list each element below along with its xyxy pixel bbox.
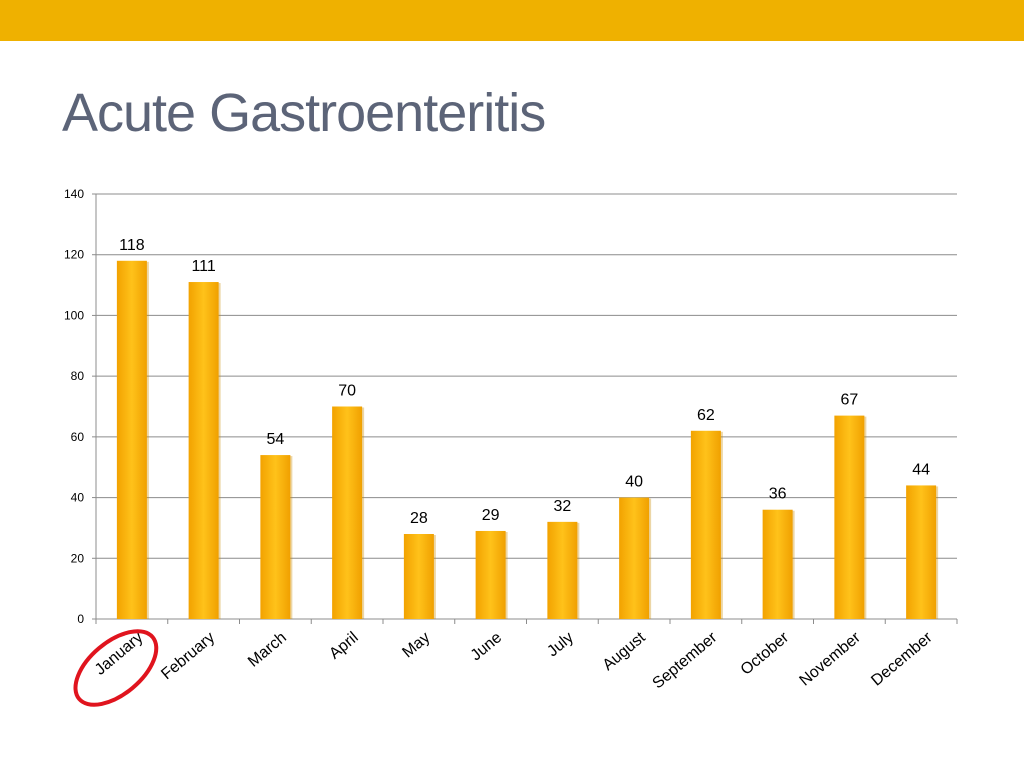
bar-june [475,530,506,619]
data-label: 44 [912,461,930,478]
bars [116,260,939,619]
bar-september [690,430,721,619]
x-tick-label: February [158,629,218,683]
y-tick-label: 20 [71,551,85,565]
data-label: 70 [338,383,356,400]
x-tick-label: December [868,629,936,690]
x-tick-label: March [245,629,290,671]
bar-february [188,282,219,619]
x-tick-label: November [796,629,864,690]
bar-august [619,497,650,619]
y-tick-label: 140 [64,187,84,201]
highlight-circle [73,629,159,707]
data-label: 118 [119,237,145,254]
bar-april [332,406,363,619]
bar-december [906,485,937,619]
y-tick-label: 100 [64,308,84,322]
bar-november [834,415,865,619]
data-label: 36 [769,486,787,503]
data-label: 111 [191,258,215,275]
x-tick-label: October [738,629,793,679]
x-tick-label: June [468,629,506,664]
x-tick-label: August [600,629,650,674]
bar-october [762,509,793,619]
axes [92,193,958,624]
x-tick-label: July [544,629,577,660]
y-tick-label: 60 [71,430,85,444]
data-label: 32 [553,498,571,515]
slide-title: Acute Gastroenteritis [62,83,546,143]
y-tick-label: 40 [71,491,85,505]
x-tick-labels: January February March April May June July Augu… [92,629,936,693]
highlight-annotation [73,629,159,707]
y-tick-label: 80 [71,369,85,383]
data-label: 62 [697,407,715,424]
data-labels: 118 111 54 70 28 29 32 40 62 36 67 44 [119,237,930,527]
bar-january [116,260,147,619]
bar-march [260,455,291,619]
x-tick-label: May [399,629,433,661]
gridlines [96,193,957,620]
data-label: 40 [625,474,643,491]
y-tick-label: 0 [77,612,84,626]
y-tick-labels: 0 20 40 60 80 100 120 140 [64,187,84,626]
top-accent-bar [0,0,1024,41]
data-label: 29 [482,507,500,524]
bar-may [403,534,434,619]
data-label: 54 [266,431,284,448]
x-tick-label: September [650,629,721,693]
data-label: 28 [410,510,428,527]
data-label: 67 [840,392,858,409]
x-tick-label: April [326,629,361,663]
y-tick-label: 120 [64,248,84,262]
bar-july [547,521,578,619]
